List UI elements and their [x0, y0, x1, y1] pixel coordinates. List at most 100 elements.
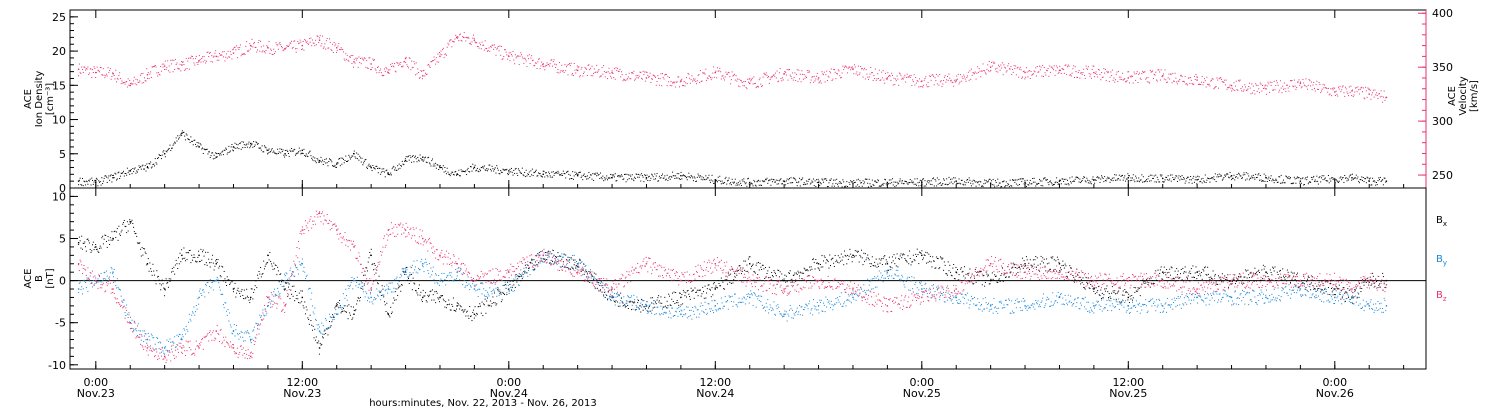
b-series-bx-dot — [675, 291, 677, 293]
density-series-dot — [124, 173, 126, 175]
density-series-dot — [459, 175, 461, 177]
density-series-dot — [1101, 176, 1103, 178]
density-series-dot — [260, 149, 262, 151]
velocity-series-dot — [555, 64, 557, 66]
velocity-series-dot — [1070, 74, 1072, 76]
velocity-series-dot — [941, 86, 943, 88]
velocity-series-dot — [237, 47, 239, 49]
density-series-dot — [1025, 185, 1027, 187]
density-series-dot — [376, 165, 378, 167]
velocity-series-dot — [186, 68, 188, 70]
velocity-series-dot — [1373, 96, 1375, 98]
velocity-series-dot — [794, 72, 796, 74]
velocity-series-dot — [1228, 86, 1230, 88]
velocity-series-dot — [806, 77, 808, 79]
velocity-series-dot — [1113, 77, 1115, 79]
velocity-series-dot — [1361, 86, 1363, 88]
b-series-bx-point — [680, 296, 682, 299]
velocity-series-dot — [315, 39, 317, 41]
b-series-bx-dot — [559, 255, 561, 257]
b-series-bx-dot — [1015, 267, 1017, 269]
b-series-bx-dot — [210, 262, 212, 264]
density-series-dot — [1070, 181, 1072, 183]
velocity-series-dot — [404, 60, 406, 62]
velocity-series-dot — [661, 73, 663, 75]
velocity-series-dot — [908, 76, 910, 78]
b-series-bx-dot — [263, 260, 265, 262]
density-series-dot — [332, 165, 334, 167]
density-series-dot — [232, 149, 234, 151]
density-series-dot — [777, 179, 779, 181]
density-series-dot — [270, 151, 272, 153]
b-series-bx-point — [456, 305, 458, 307]
b-series-bx-dot — [974, 268, 976, 270]
density-series-dot — [1350, 174, 1352, 176]
velocity-series-point — [955, 79, 957, 81]
velocity-series-dot — [782, 77, 784, 79]
velocity-series-dot — [349, 56, 351, 58]
density-series-dot — [1113, 177, 1115, 179]
density-series-dot — [387, 172, 389, 174]
density-series-dot — [504, 169, 506, 171]
b-series-bx-dot — [205, 262, 207, 264]
b-series-bx-dot — [957, 279, 959, 281]
b-series-bx-dot — [995, 275, 997, 277]
velocity-series-dot — [867, 78, 869, 80]
velocity-series-dot — [555, 67, 557, 69]
density-series-dot — [622, 179, 624, 181]
b-series-bx-dot — [1105, 288, 1107, 290]
velocity-series-dot — [692, 78, 694, 80]
b-series-bx-dot — [150, 270, 152, 272]
density-series-dot — [924, 180, 926, 182]
b-series-bx-dot — [438, 298, 440, 300]
density-series-dot — [729, 183, 731, 185]
velocity-series-dot — [882, 70, 884, 72]
velocity-series-dot — [1246, 89, 1248, 91]
density-series-dot — [827, 186, 829, 188]
b-series-bx-dot — [840, 260, 842, 262]
density-series-dot — [826, 179, 828, 181]
velocity-series-dot — [630, 78, 632, 80]
b-series-bx-dot — [387, 312, 389, 314]
b-series-bx-dot — [701, 293, 703, 295]
density-series-dot — [315, 160, 317, 162]
b-series-bx-dot — [935, 267, 937, 269]
velocity-series-dot — [975, 78, 977, 80]
velocity-series-dot — [449, 39, 451, 41]
density-series-dot — [689, 177, 691, 179]
velocity-series-point — [163, 65, 166, 67]
b-series-bx-dot — [1116, 293, 1118, 295]
density-series-dot — [171, 147, 173, 149]
b-series-bx-dot — [335, 303, 337, 305]
velocity-series-dot — [226, 53, 228, 55]
b-series-bx-dot — [660, 296, 662, 298]
density-series-dot — [881, 183, 883, 185]
density-series-dot — [1145, 180, 1147, 182]
density-series-dot — [285, 154, 287, 156]
density-series-dot — [335, 166, 337, 168]
b-series-bx-dot — [459, 308, 461, 310]
density-series-dot — [169, 144, 171, 146]
velocity-series-dot — [1204, 78, 1206, 80]
velocity-series-point — [989, 66, 992, 68]
velocity-series-dot — [1253, 89, 1255, 91]
density-series-dot — [821, 178, 823, 180]
velocity-series-dot — [1236, 89, 1238, 91]
b-series-bx-dot — [141, 247, 143, 249]
b-series-bx-dot — [392, 302, 394, 304]
density-series-dot — [1325, 180, 1327, 182]
velocity-series-dot — [343, 58, 345, 60]
density-series-dot — [1161, 174, 1163, 176]
velocity-series-dot — [1354, 91, 1356, 93]
b-series-bx-dot — [990, 278, 992, 280]
b-series-bx-dot — [574, 259, 576, 261]
b-series-bx-dot — [186, 259, 188, 261]
b-series-bx-dot — [634, 301, 636, 303]
velocity-series-dot — [476, 45, 478, 47]
density-series-dot — [1152, 177, 1154, 179]
b-series-bx-dot — [199, 260, 201, 262]
b-series-bx-dot — [654, 306, 656, 308]
velocity-series-dot — [599, 76, 601, 78]
density-series-dot — [515, 167, 517, 169]
velocity-series-dot — [500, 54, 502, 56]
